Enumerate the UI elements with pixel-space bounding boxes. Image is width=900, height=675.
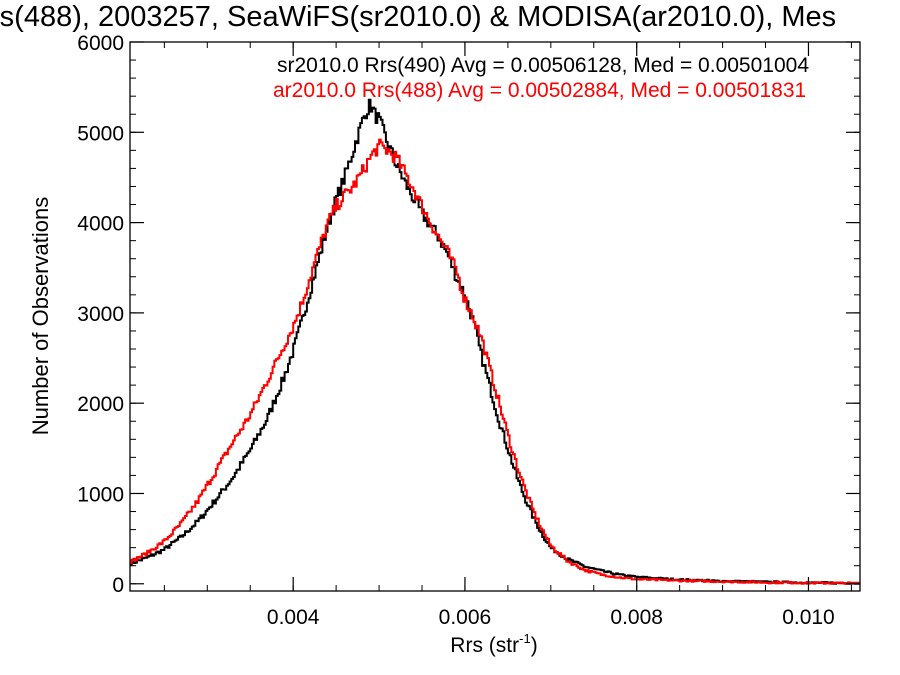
x-tick-label: 0.004 — [267, 606, 320, 629]
y-tick-label: 5000 — [77, 122, 124, 145]
y-axis-label: Number of Observations — [28, 197, 53, 435]
plot-frame — [129, 41, 861, 592]
y-tick-label: 0 — [112, 574, 124, 597]
y-tick-label: 2000 — [77, 393, 124, 416]
x-tick-label: 0.006 — [439, 606, 492, 629]
plot-area: 0.004 0.006 0.008 0.010 0 1000 2000 3000 4000 500… — [77, 32, 861, 629]
y-tick-label: 4000 — [77, 213, 124, 236]
series-line-1 — [130, 138, 860, 585]
y-tick-label: 1000 — [77, 483, 124, 506]
x-axis-label-close: ) — [531, 634, 538, 657]
legend-entry-ar2010: ar2010.0 Rrs(488) Avg = 0.00502884, Med … — [273, 79, 806, 102]
chart-title: rs(488), 2003257, SeaWiFS(sr2010.0) & MO… — [0, 1, 836, 33]
x-tick-label: 0.008 — [610, 606, 663, 629]
legend-entry-sr2010: sr2010.0 Rrs(490) Avg = 0.00506128, Med … — [277, 54, 809, 77]
x-tick-label: 0.010 — [782, 606, 835, 629]
y-tick-label: 6000 — [77, 32, 124, 55]
series-line-0 — [130, 98, 860, 585]
x-axis-label: Rrs (str-1) — [450, 631, 537, 657]
x-axis-label-main: Rrs (str — [450, 634, 519, 657]
x-axis-label-superscript: -1 — [519, 631, 531, 646]
y-tick-label: 3000 — [77, 303, 124, 326]
